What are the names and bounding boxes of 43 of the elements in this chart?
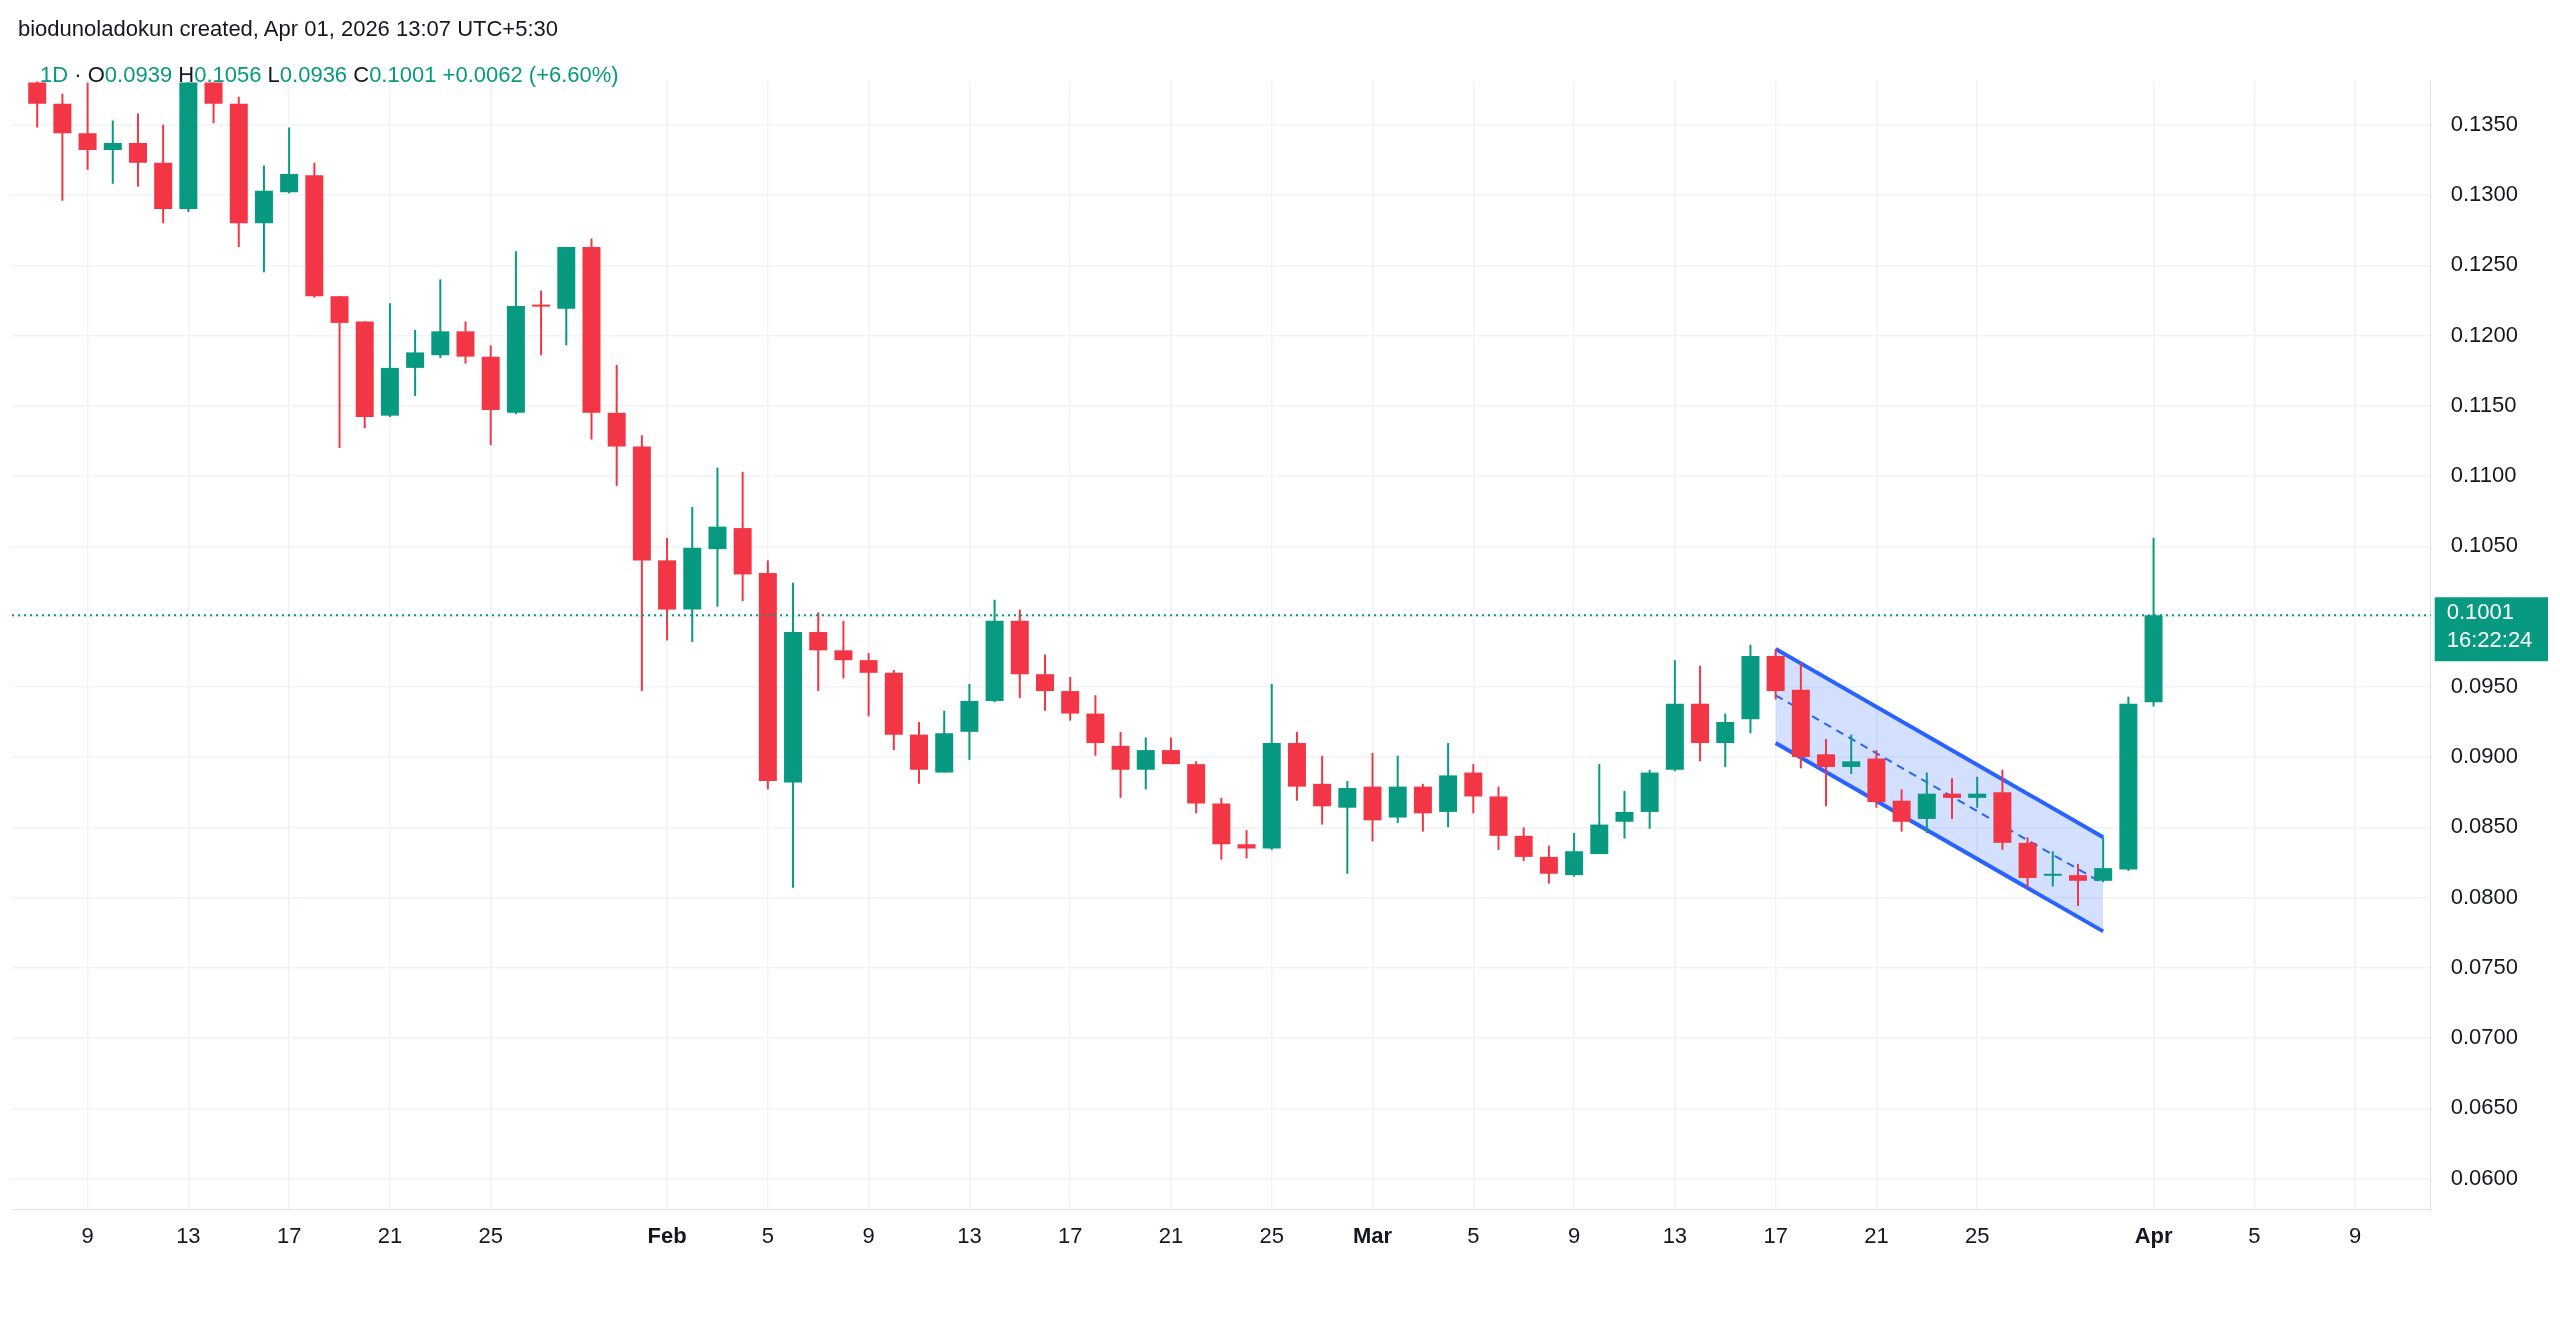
x-tick-label: 25 xyxy=(478,1222,503,1248)
y-tick-label: 0.0650 xyxy=(2450,1094,2519,1120)
y-tick-label: 0.1250 xyxy=(2450,251,2519,277)
x-tick-label: Apr xyxy=(2134,1222,2173,1248)
candlestick xyxy=(2043,851,2062,887)
y-tick-label: 0.0750 xyxy=(2450,953,2519,979)
x-tick-label: 17 xyxy=(276,1222,302,1248)
y-tick-label: 0.1350 xyxy=(2450,110,2519,136)
candlestick xyxy=(1943,778,1962,819)
y-tick-label: 0.0800 xyxy=(2450,883,2519,909)
x-tick-label: 17 xyxy=(1763,1222,1788,1248)
ref-line-label: 0.1001 16:22:24 xyxy=(2446,599,2533,653)
x-tick-label: 5 xyxy=(761,1222,774,1248)
y-tick-label: 0.1200 xyxy=(2450,321,2519,347)
y-tick-label: 0.1100 xyxy=(2450,462,2517,488)
y-tick-label: 0.0700 xyxy=(2450,1024,2519,1050)
y-tick-label: 0.1050 xyxy=(2450,532,2519,558)
x-tick-label: 13 xyxy=(1662,1222,1688,1248)
x-tick-label: 13 xyxy=(176,1222,201,1248)
x-tick-label: 17 xyxy=(1057,1222,1083,1248)
x-tick-label: 21 xyxy=(377,1222,403,1248)
x-tick-label: 25 xyxy=(1964,1222,1990,1248)
y-tick-label: 0.1300 xyxy=(2450,181,2519,207)
x-tick-label: 9 xyxy=(2349,1222,2362,1248)
y-tick-label: 0.1150 xyxy=(2450,391,2517,417)
y-tick-label: 0.0900 xyxy=(2450,743,2519,769)
text: biodunoladokun created, Apr 01, 2026 13:07 UTC+5:30 xyxy=(17,15,559,43)
x-tick-label: 9 xyxy=(81,1222,94,1248)
x-tick-label: 21 xyxy=(1158,1222,1184,1248)
x-tick-label: 25 xyxy=(1259,1222,1284,1248)
x-tick-label: 5 xyxy=(1467,1222,1480,1248)
y-tick-label: 0.0950 xyxy=(2450,672,2519,698)
x-tick-label: 9 xyxy=(862,1222,875,1248)
x-tick-label: Feb xyxy=(647,1222,687,1248)
x-tick-label: 13 xyxy=(957,1222,982,1248)
x-tick-label: Mar xyxy=(1352,1222,1393,1248)
chart-title: 1D · O0.0939 H0.1056 L0.0936 C0.1001 +0.0062 (+6.60%) xyxy=(40,62,619,87)
x-tick-label: 5 xyxy=(2248,1222,2261,1248)
x-tick-label: 9 xyxy=(1567,1222,1581,1248)
y-tick-label: 0.0850 xyxy=(2450,813,2519,839)
candlestick xyxy=(532,290,551,356)
y-tick-label: 0.0600 xyxy=(2450,1164,2519,1190)
x-tick-label: 21 xyxy=(1864,1222,1889,1248)
